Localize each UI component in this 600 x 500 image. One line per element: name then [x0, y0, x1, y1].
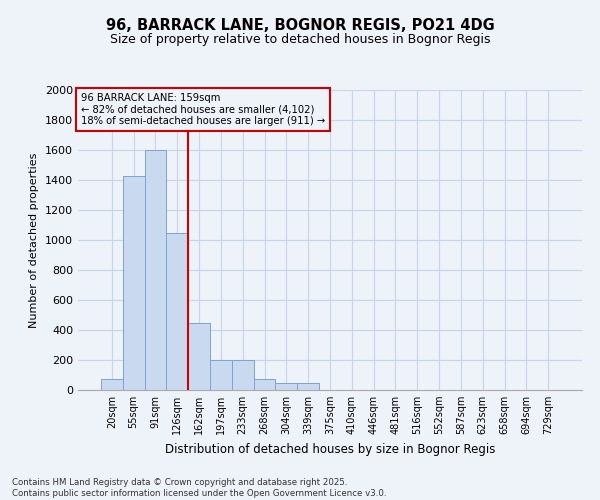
- Text: Size of property relative to detached houses in Bognor Regis: Size of property relative to detached ho…: [110, 32, 490, 46]
- Bar: [166, 232, 188, 390]
- Bar: [145, 150, 166, 390]
- Bar: [123, 176, 145, 390]
- Bar: [254, 379, 275, 390]
- Bar: [232, 360, 254, 390]
- Bar: [275, 382, 297, 390]
- Text: 96 BARRACK LANE: 159sqm
← 82% of detached houses are smaller (4,102)
18% of semi: 96 BARRACK LANE: 159sqm ← 82% of detache…: [80, 93, 325, 126]
- Bar: [210, 360, 232, 390]
- Bar: [188, 322, 210, 390]
- Text: 96, BARRACK LANE, BOGNOR REGIS, PO21 4DG: 96, BARRACK LANE, BOGNOR REGIS, PO21 4DG: [106, 18, 494, 32]
- Y-axis label: Number of detached properties: Number of detached properties: [29, 152, 40, 328]
- X-axis label: Distribution of detached houses by size in Bognor Regis: Distribution of detached houses by size …: [165, 442, 495, 456]
- Bar: [101, 379, 123, 390]
- Text: Contains HM Land Registry data © Crown copyright and database right 2025.
Contai: Contains HM Land Registry data © Crown c…: [12, 478, 386, 498]
- Bar: [297, 382, 319, 390]
